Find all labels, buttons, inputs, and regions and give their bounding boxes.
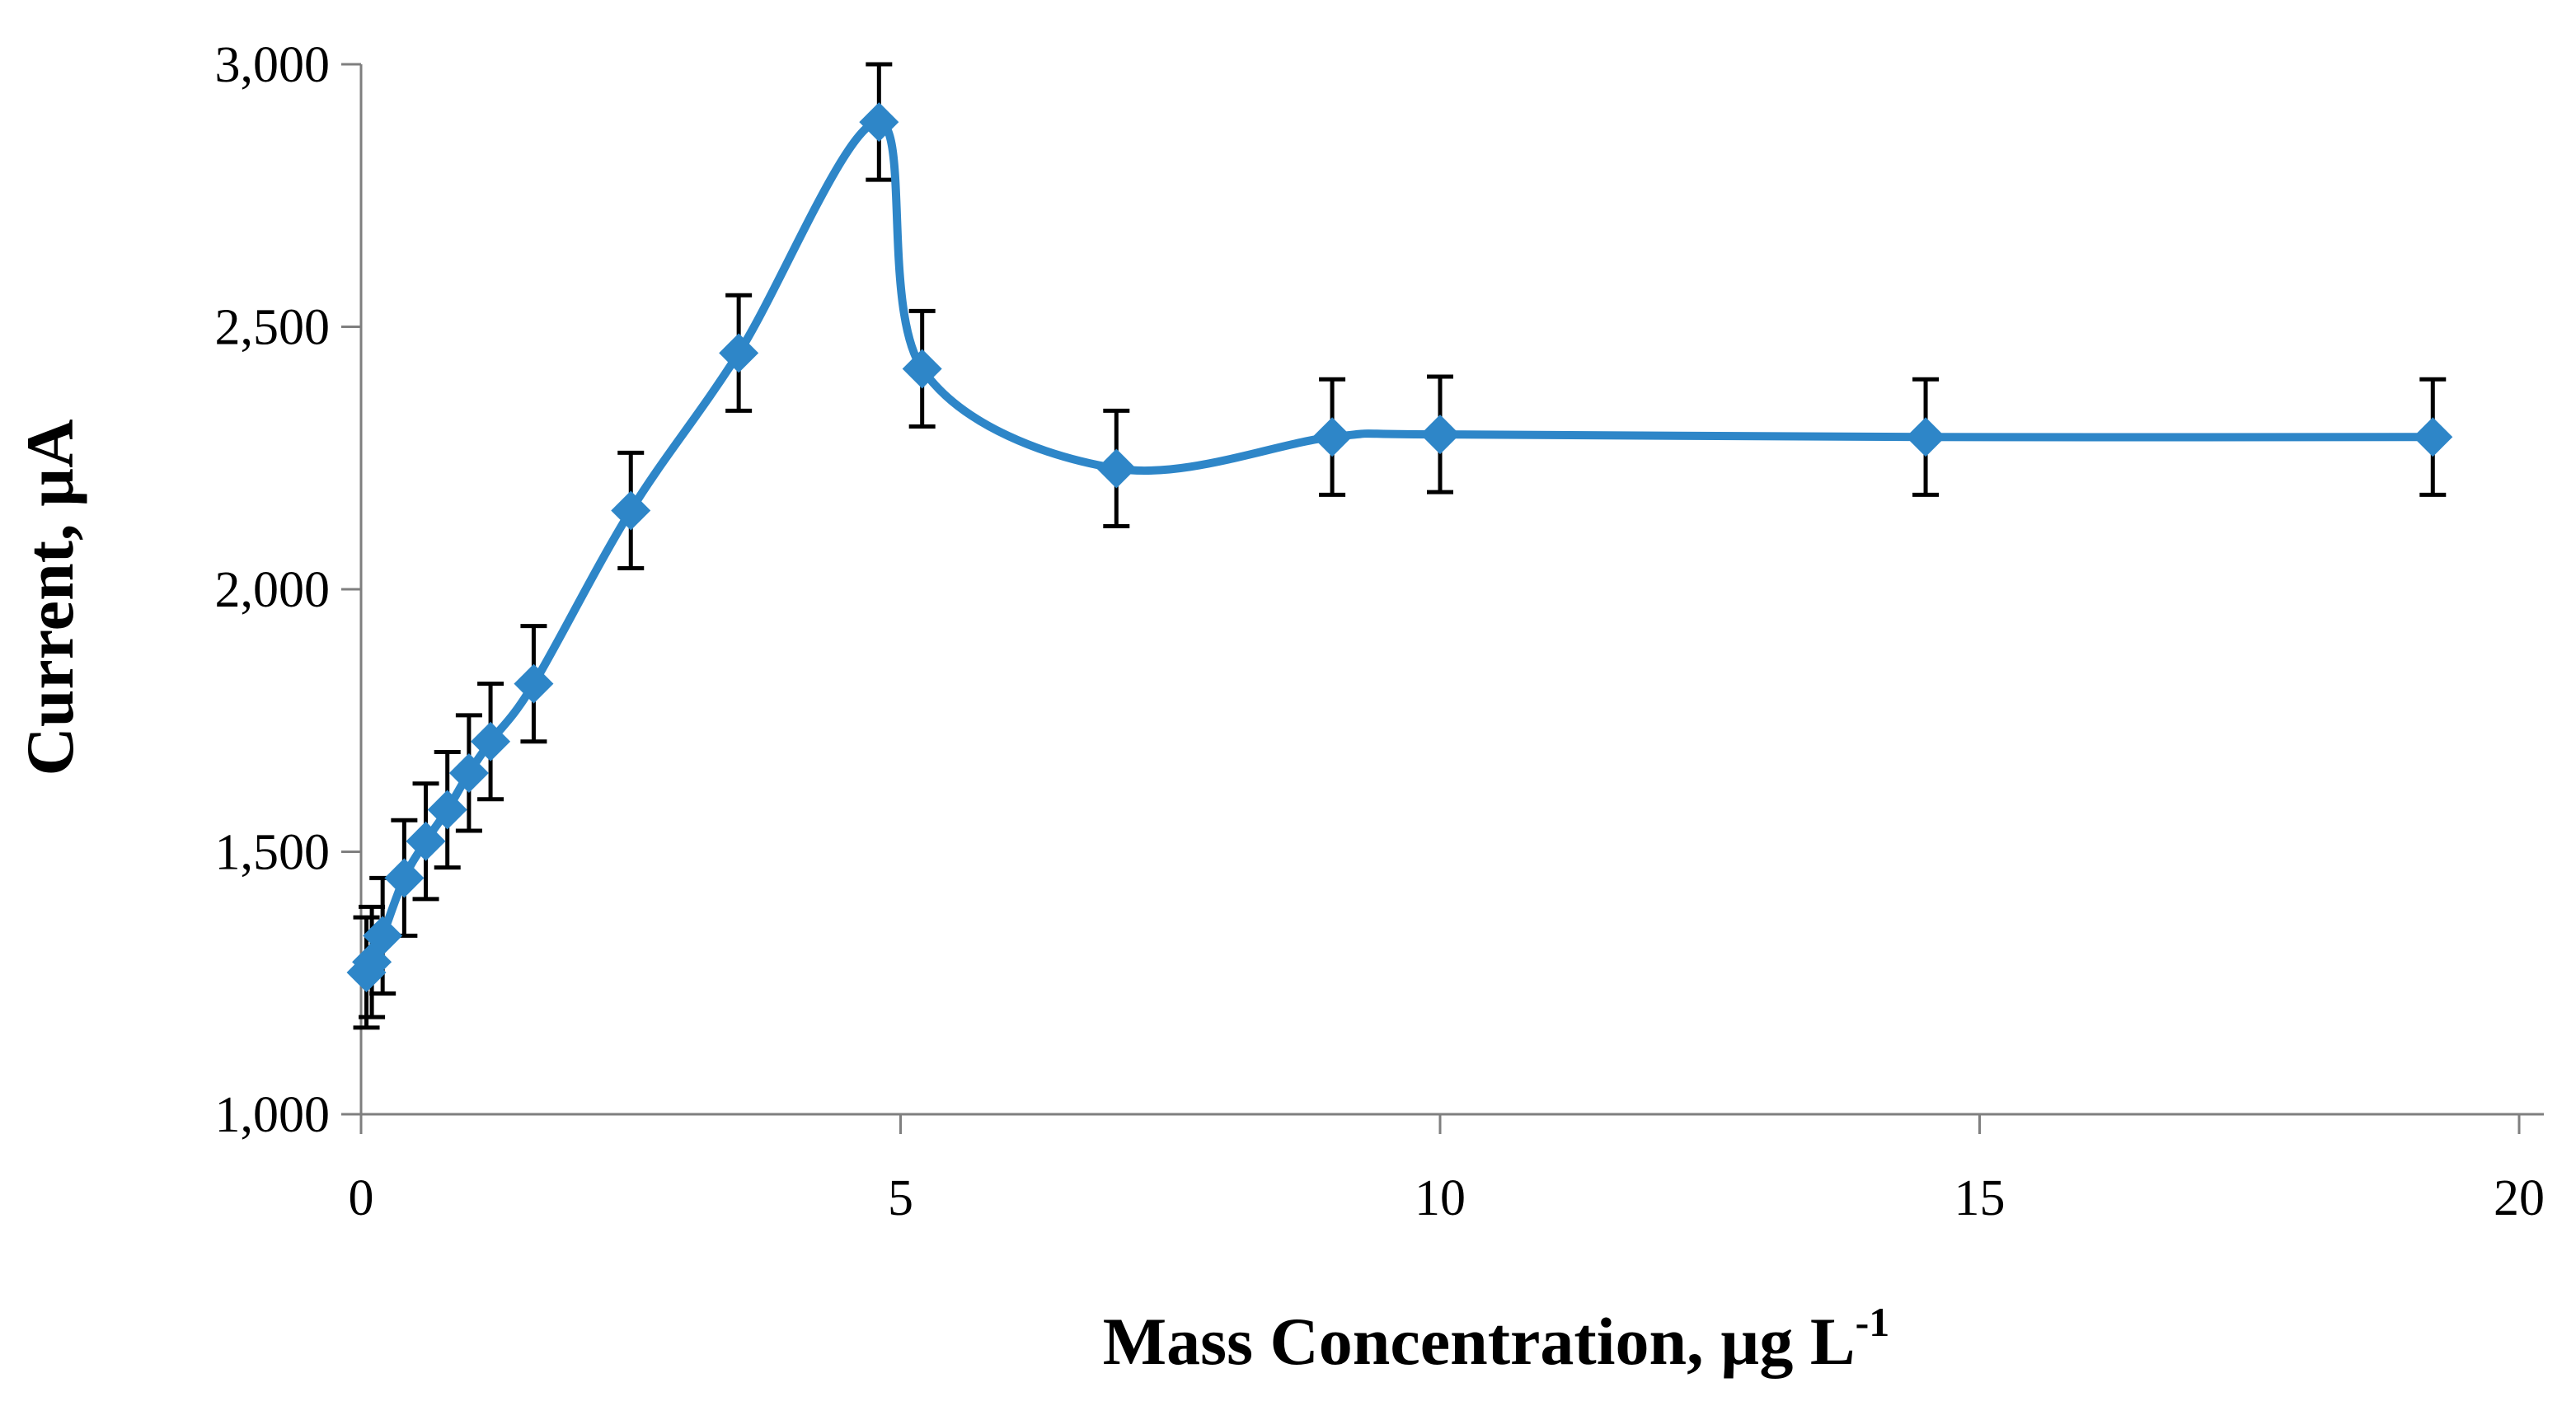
x-tick-label: 10	[1415, 1170, 1466, 1226]
x-tick-label: 5	[888, 1170, 913, 1226]
data-point-marker	[448, 752, 489, 793]
y-axis-ticks: 1,000 1,500 2,000 2,500 3,000	[215, 37, 361, 1143]
x-axis-title: Mass Concentration, µg L-1	[1103, 1299, 1889, 1379]
data-point-marker	[719, 333, 759, 373]
y-tick-label: 2,500	[215, 300, 331, 356]
data-point-marker	[1312, 417, 1353, 457]
data-point-marker	[1096, 448, 1137, 489]
data-point-marker	[406, 821, 446, 861]
series-line	[362, 118, 2438, 977]
data-point-marker	[902, 349, 942, 389]
data-point-marker	[1420, 415, 1460, 455]
data-point-marker	[859, 102, 899, 143]
data-point-marker	[2413, 417, 2453, 457]
error-bars	[353, 62, 2447, 1030]
x-axis-title-superscript: -1	[1856, 1299, 1890, 1345]
y-tick-label: 2,000	[215, 562, 331, 618]
data-point-marker	[514, 663, 554, 704]
data-point-marker	[363, 916, 403, 956]
data-markers	[346, 102, 2453, 993]
data-point-marker	[384, 858, 425, 898]
x-tick-label: 20	[2494, 1170, 2545, 1226]
y-tick-label: 1,500	[215, 825, 331, 881]
data-point-marker	[1906, 417, 1946, 457]
x-tick-label: 0	[349, 1170, 374, 1226]
x-axis-title-main: Mass Concentration, µg L	[1103, 1304, 1856, 1379]
data-point-marker	[611, 490, 651, 531]
y-tick-label: 3,000	[215, 37, 331, 93]
x-tick-label: 15	[1954, 1170, 2006, 1226]
y-axis-title: Current, µA	[12, 419, 87, 776]
data-point-marker	[471, 721, 511, 762]
data-point-marker	[427, 790, 467, 830]
x-axis-ticks: 0 5 10 15 20	[349, 1114, 2545, 1226]
y-tick-label: 1,000	[215, 1087, 331, 1143]
